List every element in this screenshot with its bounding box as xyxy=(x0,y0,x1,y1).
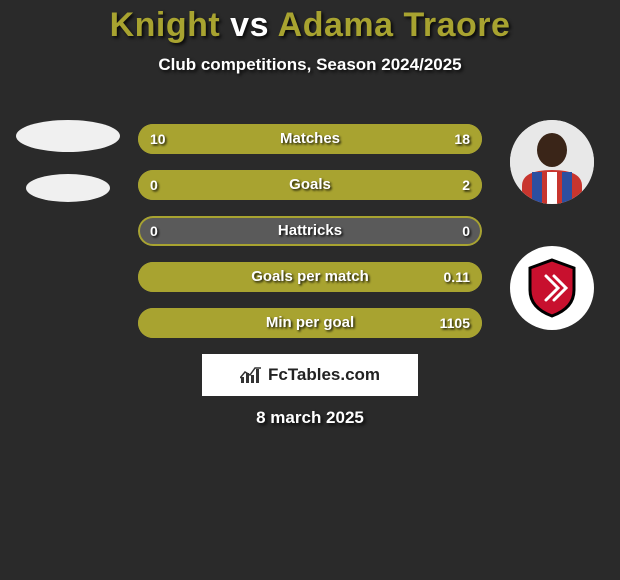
title-player2: Adama Traore xyxy=(278,6,511,44)
stat-bars: Matches1018Goals02Hattricks00Goals per m… xyxy=(138,124,482,354)
subtitle: Club competitions, Season 2024/2025 xyxy=(0,55,620,75)
bar-value-right: 2 xyxy=(462,170,470,200)
bar-value-left: 0 xyxy=(150,170,158,200)
page-title: Knight vs Adama Traore xyxy=(0,0,620,45)
fctables-logo: FcTables.com xyxy=(202,354,418,396)
bar-value-left: 0 xyxy=(150,216,158,246)
bar-label: Goals per match xyxy=(138,262,482,292)
player-avatar xyxy=(510,120,594,204)
logo-text: FcTables.com xyxy=(268,365,380,385)
stat-row: Hattricks0 0 xyxy=(138,216,482,246)
title-player1: Knight xyxy=(110,6,221,44)
bar-label: Min per goal xyxy=(138,308,482,338)
bar-value-right: 18 xyxy=(454,124,470,154)
title-vs: vs xyxy=(230,6,269,44)
left-avatar-placeholder-2 xyxy=(26,174,110,202)
left-avatar-column xyxy=(8,120,128,224)
date-text: 8 march 2025 xyxy=(0,408,620,428)
stat-row: Matches10 18 xyxy=(138,124,482,154)
bar-label: Goals xyxy=(138,170,482,200)
right-avatar-column xyxy=(492,120,612,330)
bar-value-right: 1105 xyxy=(440,308,470,338)
bar-label: Matches xyxy=(138,124,482,154)
stat-row: Goals0 2 xyxy=(138,170,482,200)
bar-value-right: 0.11 xyxy=(444,262,470,292)
bar-chart-icon xyxy=(240,366,262,384)
bar-value-left: 10 xyxy=(150,124,166,154)
comparison-card: Knight vs Adama Traore Club competitions… xyxy=(0,0,620,580)
club-crest xyxy=(510,246,594,330)
left-avatar-placeholder-1 xyxy=(16,120,120,152)
bar-value-right: 0 xyxy=(462,216,470,246)
stat-row: Goals per match0.11 xyxy=(138,262,482,292)
stat-row: Min per goal1105 xyxy=(138,308,482,338)
bar-label: Hattricks xyxy=(138,216,482,246)
